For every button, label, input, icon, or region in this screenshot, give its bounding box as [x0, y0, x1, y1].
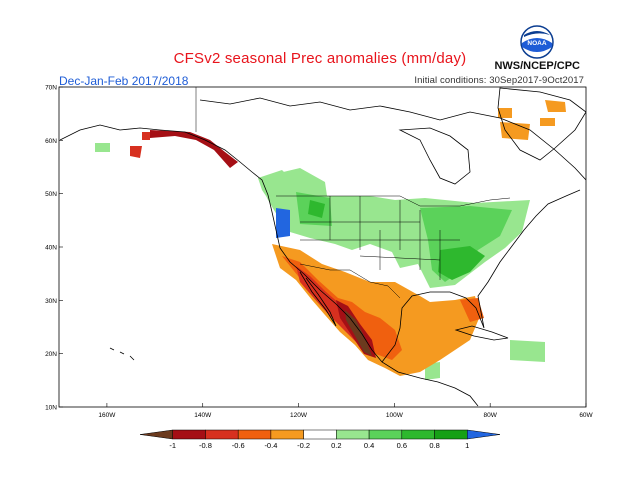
- lon-tick-label: 160W: [98, 412, 116, 419]
- us-state-lines: [300, 196, 460, 280]
- gulf-coast: [381, 189, 581, 363]
- lon-tick-label: 60W: [579, 412, 593, 419]
- greenland: [497, 87, 586, 161]
- positive-anomaly-alaska: [95, 143, 110, 152]
- legend-swatch: [336, 429, 370, 440]
- lat-tick-label: 30N: [45, 298, 57, 305]
- negative-anomaly-very-strong: [150, 130, 376, 358]
- lat-tick-label: 70N: [45, 85, 57, 92]
- cuba: [454, 325, 509, 341]
- north-america-coastline: [59, 124, 479, 407]
- positive-anomaly-caribbean: [425, 340, 545, 380]
- season-label: Dec-Jan-Feb 2017/2018: [59, 74, 189, 88]
- legend-swatch: [368, 429, 403, 440]
- legend-swatch: [172, 429, 206, 440]
- legend-swatch: [270, 429, 304, 440]
- anomaly-shading: [95, 100, 566, 380]
- legend-swatch: [303, 429, 337, 440]
- legend-tick-label: -0.6: [232, 441, 245, 450]
- positive-anomaly-bc-coast: [258, 170, 292, 202]
- lat-tick-label: 40N: [45, 245, 57, 252]
- longitude-axis: 160W 140W 120W 100W 80W 60W: [98, 403, 594, 419]
- political-boundaries: [195, 87, 511, 299]
- negative-anomaly-moderate: [282, 256, 484, 360]
- legend-tick-label: 0.4: [364, 441, 374, 450]
- legend-swatch: [467, 429, 501, 440]
- lon-tick-label: 140W: [194, 412, 212, 419]
- lon-tick-label: 80W: [483, 412, 497, 419]
- legend-swatch: [401, 429, 435, 440]
- legend-tick-label: -0.4: [264, 441, 277, 450]
- legend-swatch: [434, 429, 468, 440]
- legend-tick-label: 0.8: [429, 441, 439, 450]
- logo-lettering: NOAA: [527, 40, 546, 47]
- lat-tick-label: 60N: [45, 138, 57, 145]
- agency-label: NWS/NCEP/CPC: [494, 60, 580, 72]
- latitude-axis: 70N 60N 50N 40N 30N 20N 10N: [45, 85, 63, 412]
- coastlines: [59, 87, 586, 407]
- lon-tick-label: 100W: [386, 412, 404, 419]
- legend-tick-label: 1: [465, 441, 469, 450]
- initial-conditions-label: Initial conditions: 30Sep2017-9Oct2017: [414, 75, 584, 86]
- noaa-logo-icon: NOAA: [520, 25, 554, 59]
- legend-tick-label: -1: [169, 441, 176, 450]
- hudson-bay: [398, 127, 471, 185]
- legend-swatch: [237, 429, 272, 440]
- lat-tick-label: 10N: [45, 405, 57, 412]
- map-title: CFSv2 seasonal Prec anomalies (mm/day): [173, 50, 467, 67]
- hawaii: [109, 347, 135, 361]
- legend-tick-label: -0.8: [199, 441, 212, 450]
- legend-swatch: [205, 429, 239, 440]
- us-canada-border: [276, 195, 511, 207]
- negative-anomaly-extreme: [345, 310, 372, 356]
- positive-anomaly-pacific-nw: [276, 208, 290, 238]
- us-mexico-border: [299, 263, 401, 299]
- negative-anomaly-light: [272, 244, 480, 376]
- lon-tick-label: 120W: [290, 412, 308, 419]
- negative-anomaly-greenland: [498, 100, 566, 140]
- legend-tick-label: 0.2: [331, 441, 341, 450]
- legend-tick-label: -0.2: [297, 441, 310, 450]
- baja-peninsula: [299, 271, 337, 327]
- lat-tick-label: 20N: [45, 351, 57, 358]
- canada-arctic-coast: [199, 97, 586, 181]
- legend-tick-label: 0.6: [397, 441, 407, 450]
- positive-anomaly-strong: [308, 200, 485, 280]
- legend-swatch: [139, 429, 173, 440]
- lat-tick-label: 50N: [45, 191, 57, 198]
